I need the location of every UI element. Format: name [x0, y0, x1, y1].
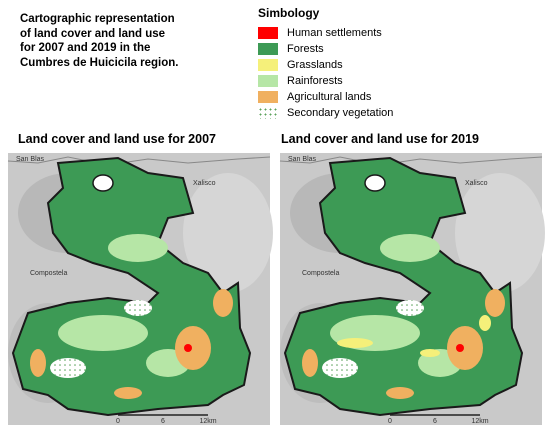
legend-item: Forests: [258, 42, 324, 56]
title-line: of land cover and land use: [20, 27, 166, 40]
legend-swatch: [258, 91, 278, 103]
legend-swatch: [258, 107, 278, 119]
scale-label: 6: [433, 418, 437, 425]
legend-label: Rainforests: [287, 75, 343, 87]
map-title: Land cover and land use for 2019: [281, 132, 479, 146]
map: San Blas Xalisco Compostela 0 6 12km: [7, 152, 274, 426]
map-base: [7, 152, 274, 426]
scale-label: 0: [388, 418, 392, 425]
map: San Blas Xalisco Compostela 0 6 12km: [279, 152, 546, 426]
legend-swatch: [258, 59, 278, 71]
legend-item: Grasslands: [258, 58, 343, 72]
title-line: for 2007 and 2019 in the: [20, 42, 151, 54]
legend-label: Human settlements: [287, 27, 382, 39]
place-label: Compostela: [30, 270, 67, 277]
legend-swatch: [258, 43, 278, 55]
place-label: Compostela: [302, 270, 339, 277]
legend-label: Agricultural lands: [287, 91, 372, 103]
figure-title: Cartographic representation of land cover…: [20, 12, 178, 70]
scale-label: 12km: [471, 418, 488, 425]
legend-label: Grasslands: [287, 59, 343, 71]
legend-label: Secondary vegetation: [287, 107, 394, 119]
scale-label: 6: [161, 418, 165, 425]
legend-title: Simbology: [258, 6, 320, 20]
place-label: San Blas: [288, 156, 317, 163]
place-label: Xalisco: [193, 180, 216, 187]
scale-label: 12km: [199, 418, 216, 425]
legend-item: Rainforests: [258, 74, 343, 88]
place-label: Xalisco: [465, 180, 488, 187]
place-label: San Blas: [16, 156, 45, 163]
map-base: [279, 152, 546, 426]
legend-swatch: [258, 75, 278, 87]
legend-swatch: [258, 27, 278, 39]
scale-label: 0: [116, 418, 120, 425]
title-line: Cumbres de Huicicila region.: [20, 56, 179, 69]
map-title: Land cover and land use for 2007: [18, 132, 216, 146]
legend-item: Secondary vegetation: [258, 106, 393, 120]
legend-item: Agricultural lands: [258, 90, 371, 104]
legend-label: Forests: [287, 43, 324, 55]
title-line: Cartographic representation: [20, 13, 175, 25]
legend-item: Human settlements: [258, 26, 382, 40]
